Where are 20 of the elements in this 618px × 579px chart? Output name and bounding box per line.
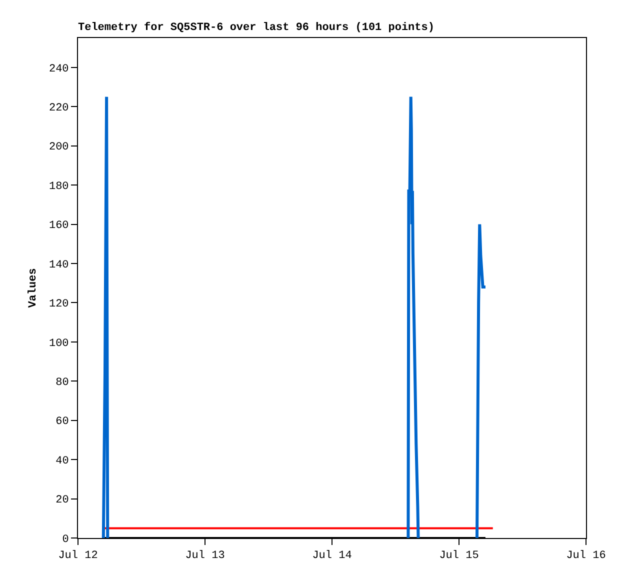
x-tick-label: Jul 16 bbox=[566, 550, 606, 562]
chart-title: Telemetry for SQ5STR-6 over last 96 hours (101 points) bbox=[78, 20, 434, 34]
y-axis-title: Values bbox=[28, 268, 40, 308]
y-tick-label: 240 bbox=[48, 63, 69, 76]
y-tick-label: 40 bbox=[56, 455, 69, 468]
x-tick-label: Jul 14 bbox=[312, 550, 352, 562]
y-tick-label: 220 bbox=[48, 102, 69, 114]
y-tick-label: 120 bbox=[48, 298, 69, 311]
y-tick-label: 180 bbox=[48, 180, 69, 193]
x-tick-label: Jul 13 bbox=[185, 550, 225, 562]
y-tick-label: 80 bbox=[56, 376, 69, 389]
x-tick-label: Jul 15 bbox=[439, 550, 479, 562]
y-tick-label: 20 bbox=[56, 494, 69, 507]
y-tick-label: 100 bbox=[48, 338, 69, 350]
y-tick-label: 200 bbox=[48, 142, 69, 154]
y-tick-label: 160 bbox=[48, 220, 69, 232]
x-tick-label: Jul 12 bbox=[58, 550, 98, 562]
y-tick-label: 140 bbox=[48, 259, 69, 272]
y-tick-label: 60 bbox=[56, 416, 69, 428]
y-tick-label: 0 bbox=[62, 534, 69, 546]
